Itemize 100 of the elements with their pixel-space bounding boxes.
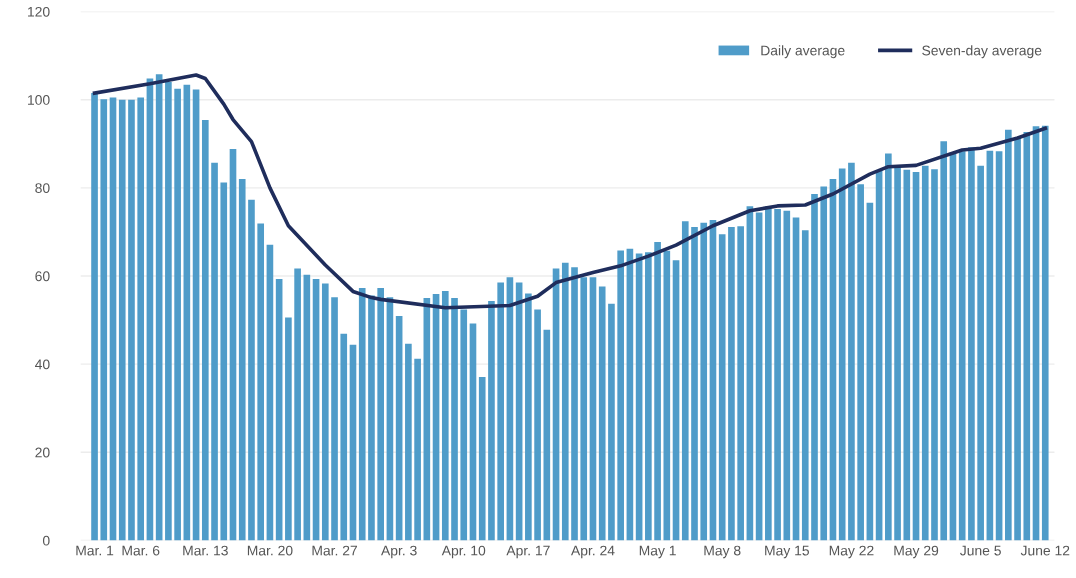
bar	[718, 234, 726, 541]
bar	[331, 297, 338, 541]
bar	[885, 153, 892, 541]
bar	[128, 99, 135, 541]
y-tick-label: 60	[35, 271, 50, 282]
bar	[368, 295, 375, 541]
bar	[783, 210, 791, 541]
x-tick-label: June 5	[960, 545, 1001, 556]
bar	[977, 165, 984, 541]
bar	[155, 74, 163, 541]
bar	[91, 93, 98, 541]
bar	[441, 290, 449, 541]
bar	[451, 298, 458, 541]
bar	[395, 316, 403, 541]
bar	[488, 301, 495, 541]
bar	[266, 244, 274, 541]
bar	[931, 169, 938, 541]
bar	[229, 149, 237, 541]
x-tick-label: Apr. 17	[506, 545, 550, 559]
x-tick-label: May 1	[639, 545, 676, 559]
bar	[811, 194, 818, 541]
bar	[340, 333, 348, 541]
bar	[358, 287, 366, 541]
bar	[414, 358, 421, 541]
bar	[663, 250, 671, 541]
x-tick-label: May 22	[829, 545, 874, 559]
bar	[275, 279, 283, 541]
bar	[654, 242, 661, 541]
bar	[700, 222, 708, 541]
bar	[469, 323, 477, 541]
bar	[460, 309, 468, 541]
bar	[792, 217, 800, 541]
bar	[848, 162, 855, 541]
bar	[894, 167, 901, 541]
bar	[211, 162, 218, 541]
bar	[755, 212, 763, 541]
bar	[220, 182, 228, 541]
bar	[201, 119, 209, 541]
bar	[285, 317, 292, 541]
bar	[875, 170, 883, 541]
bar	[478, 376, 486, 541]
bar	[903, 169, 911, 541]
bar	[349, 344, 357, 541]
bar	[589, 277, 597, 541]
bar	[838, 168, 846, 541]
bar	[1023, 131, 1031, 541]
bar	[672, 260, 680, 541]
bar	[497, 282, 504, 541]
bar	[238, 179, 246, 541]
y-tick-label: 120	[28, 6, 50, 17]
bar	[921, 165, 929, 541]
x-tick-label: Mar. 13	[183, 545, 228, 556]
x-tick-label: May 15	[765, 545, 809, 559]
bar	[728, 227, 735, 541]
bar	[543, 329, 551, 541]
x-tick-label: May 8	[704, 545, 741, 559]
bar	[737, 226, 744, 541]
bar	[617, 250, 624, 541]
bar	[1014, 137, 1021, 541]
bar	[995, 151, 1003, 541]
bar	[608, 303, 615, 541]
bar	[561, 262, 569, 541]
bar	[801, 230, 809, 541]
bar	[100, 99, 108, 541]
bar	[857, 184, 864, 541]
bar	[774, 209, 781, 541]
bar	[820, 186, 828, 541]
bar	[986, 150, 994, 541]
x-tick-label: Apr. 3	[381, 545, 417, 559]
x-tick-label: May 29	[894, 545, 939, 559]
bar	[321, 283, 329, 541]
bar	[691, 227, 698, 541]
bar	[940, 141, 948, 541]
x-tick-label: Apr. 24	[570, 545, 615, 559]
bar	[912, 171, 920, 541]
line-series	[92, 73, 1048, 310]
bar	[248, 199, 255, 541]
bar	[405, 343, 412, 541]
bar	[1041, 125, 1049, 541]
bar	[968, 147, 975, 541]
bar	[303, 274, 311, 541]
bar	[294, 268, 301, 541]
x-tick-label: Mar. 1	[76, 545, 114, 556]
bar	[534, 309, 541, 541]
y-tick-label: 0	[42, 535, 50, 546]
bar	[165, 82, 172, 541]
legend-label: Daily average	[761, 45, 845, 59]
bar	[118, 99, 126, 541]
bar	[571, 267, 578, 541]
y-tick-label: 80	[35, 183, 50, 194]
bar	[137, 97, 145, 541]
bar	[681, 221, 689, 541]
x-tick-label: Mar. 27	[312, 545, 357, 556]
bar	[645, 252, 652, 541]
x-tick-label: Mar. 20	[247, 545, 293, 556]
bar	[765, 206, 772, 541]
bar	[1005, 129, 1012, 541]
bar	[109, 97, 117, 541]
bar	[257, 223, 265, 541]
bar	[377, 287, 384, 541]
